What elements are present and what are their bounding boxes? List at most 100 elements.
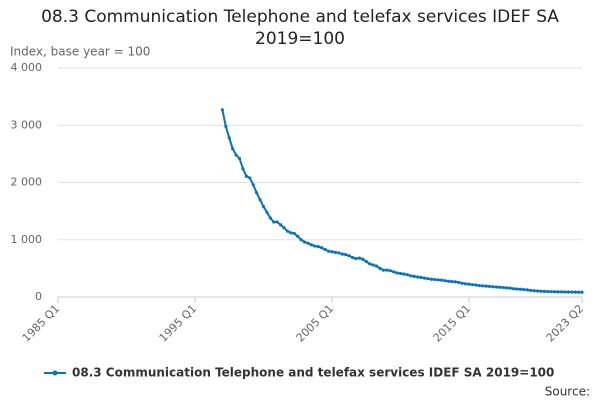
point: [559, 290, 564, 294]
x-tick-label: 2023 Q2: [544, 302, 587, 345]
point: [354, 257, 358, 261]
legend-label: 08.3 Communication Telephone and telefax…: [72, 366, 554, 380]
point: [323, 247, 327, 252]
point: [450, 279, 454, 284]
point: [381, 268, 385, 272]
x-tick-label: 1995 Q1: [157, 302, 200, 345]
y-tick-label: 1 000: [11, 233, 43, 246]
point: [535, 289, 540, 293]
point: [553, 290, 557, 294]
point: [457, 280, 461, 285]
point: [241, 167, 245, 171]
point: [296, 234, 300, 238]
point: [570, 290, 574, 294]
point: [347, 254, 351, 258]
point: [474, 283, 478, 287]
point: [422, 276, 427, 280]
point: [518, 287, 522, 291]
point: [244, 174, 248, 178]
point: [573, 290, 577, 294]
y-tick-label: 0: [35, 290, 42, 303]
point: [433, 277, 437, 282]
point: [484, 284, 488, 288]
point: [491, 285, 495, 289]
point: [412, 274, 416, 278]
point: [237, 156, 242, 161]
point: [374, 264, 379, 268]
point: [258, 198, 262, 202]
y-axis-label: Index, base year = 100: [10, 45, 150, 59]
point: [275, 220, 279, 224]
point: [566, 290, 570, 294]
point: [501, 285, 505, 290]
point: [470, 283, 475, 287]
point: [429, 277, 433, 281]
x-tick-label: 2015 Q1: [431, 302, 474, 345]
point: [224, 124, 228, 128]
point: [261, 204, 266, 209]
point: [494, 285, 498, 289]
point: [436, 278, 440, 282]
point: [251, 183, 255, 187]
point: [532, 289, 536, 293]
point: [556, 290, 560, 294]
point: [265, 210, 269, 214]
point: [350, 255, 355, 260]
point: [357, 256, 361, 260]
point: [549, 290, 553, 294]
point: [405, 273, 409, 277]
x-tick-label: 2005 Q1: [294, 302, 337, 345]
point: [282, 226, 286, 230]
point: [580, 290, 584, 294]
point: [248, 176, 252, 180]
point: [398, 271, 403, 276]
point: [268, 216, 272, 220]
point: [563, 290, 567, 294]
point: [529, 288, 533, 293]
point: [285, 229, 290, 233]
point: [409, 274, 413, 278]
point: [320, 246, 324, 250]
point: [371, 263, 375, 267]
point: [292, 231, 296, 236]
point: [525, 288, 529, 292]
point: [453, 280, 457, 284]
point: [306, 241, 310, 245]
point: [330, 250, 334, 254]
series-line: [221, 109, 582, 294]
point: [395, 271, 399, 275]
point: [498, 285, 502, 289]
source: Source:: [545, 385, 590, 399]
point: [302, 240, 307, 244]
point: [227, 136, 231, 140]
y-tick-label: 4 000: [11, 61, 43, 74]
point: [231, 147, 235, 151]
point: [511, 287, 516, 291]
point: [333, 250, 338, 254]
point: [340, 252, 344, 256]
point: [463, 282, 468, 286]
point: [539, 289, 543, 293]
point: [272, 220, 276, 224]
point: [460, 281, 464, 285]
point: [289, 231, 293, 235]
point: [576, 290, 581, 294]
point: [299, 238, 303, 242]
point: [234, 153, 238, 157]
point: [279, 223, 283, 227]
point: [337, 251, 341, 255]
legend-marker: [52, 370, 58, 376]
point: [546, 289, 550, 294]
point: [392, 270, 396, 274]
point: [388, 269, 392, 273]
y-tick-label: 2 000: [11, 176, 43, 189]
point: [316, 245, 320, 249]
point: [385, 268, 389, 272]
point: [477, 283, 481, 288]
point: [522, 287, 526, 292]
point: [515, 287, 519, 291]
point: [426, 277, 430, 281]
point: [255, 191, 259, 195]
